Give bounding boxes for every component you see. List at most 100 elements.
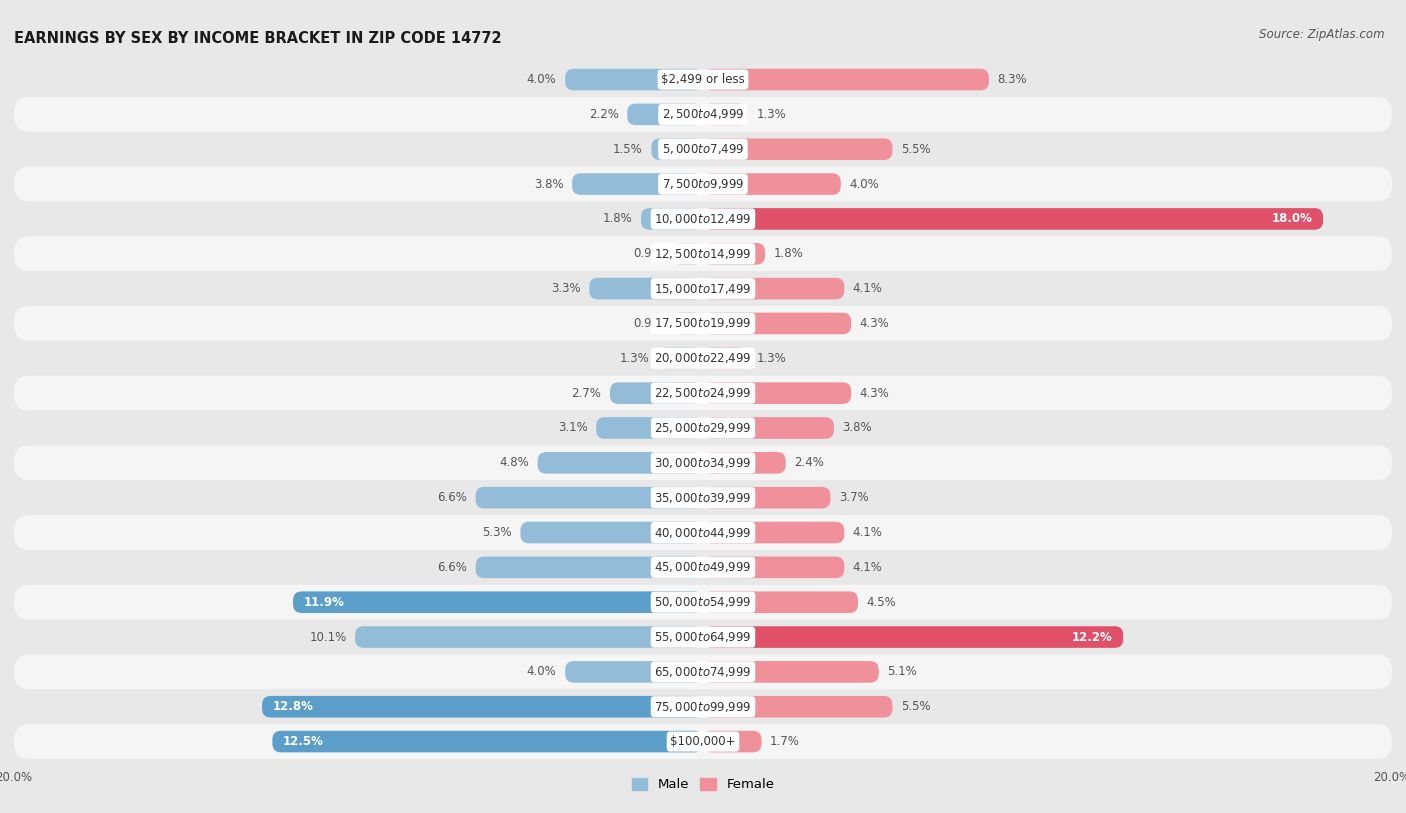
Text: $75,000 to $99,999: $75,000 to $99,999 bbox=[654, 700, 752, 714]
Text: $17,500 to $19,999: $17,500 to $19,999 bbox=[654, 316, 752, 330]
Text: 2.4%: 2.4% bbox=[794, 456, 824, 469]
FancyBboxPatch shape bbox=[565, 661, 703, 683]
Text: 5.5%: 5.5% bbox=[901, 143, 931, 156]
Text: $2,500 to $4,999: $2,500 to $4,999 bbox=[662, 107, 744, 121]
Text: 11.9%: 11.9% bbox=[304, 596, 344, 609]
FancyBboxPatch shape bbox=[703, 522, 844, 543]
FancyBboxPatch shape bbox=[14, 167, 1392, 202]
FancyBboxPatch shape bbox=[703, 626, 1123, 648]
FancyBboxPatch shape bbox=[14, 446, 1392, 480]
Text: 0.9%: 0.9% bbox=[634, 317, 664, 330]
FancyBboxPatch shape bbox=[14, 62, 1392, 97]
FancyBboxPatch shape bbox=[703, 382, 851, 404]
FancyBboxPatch shape bbox=[537, 452, 703, 474]
Legend: Male, Female: Male, Female bbox=[626, 772, 780, 797]
Text: 10.1%: 10.1% bbox=[309, 631, 346, 644]
Text: 12.8%: 12.8% bbox=[273, 700, 314, 713]
FancyBboxPatch shape bbox=[703, 347, 748, 369]
FancyBboxPatch shape bbox=[703, 487, 831, 508]
Text: 1.3%: 1.3% bbox=[756, 108, 786, 121]
Text: 1.3%: 1.3% bbox=[756, 352, 786, 365]
Text: 4.8%: 4.8% bbox=[499, 456, 529, 469]
Text: 2.2%: 2.2% bbox=[589, 108, 619, 121]
Text: 4.0%: 4.0% bbox=[849, 177, 879, 190]
FancyBboxPatch shape bbox=[14, 237, 1392, 272]
Text: 3.7%: 3.7% bbox=[839, 491, 869, 504]
FancyBboxPatch shape bbox=[520, 522, 703, 543]
Text: $10,000 to $12,499: $10,000 to $12,499 bbox=[654, 212, 752, 226]
Text: 4.1%: 4.1% bbox=[853, 526, 883, 539]
FancyBboxPatch shape bbox=[703, 591, 858, 613]
Text: 3.8%: 3.8% bbox=[534, 177, 564, 190]
FancyBboxPatch shape bbox=[610, 382, 703, 404]
FancyBboxPatch shape bbox=[14, 620, 1392, 654]
Text: 1.8%: 1.8% bbox=[603, 212, 633, 225]
Text: 3.1%: 3.1% bbox=[558, 421, 588, 434]
Text: Source: ZipAtlas.com: Source: ZipAtlas.com bbox=[1260, 28, 1385, 41]
FancyBboxPatch shape bbox=[14, 306, 1392, 341]
FancyBboxPatch shape bbox=[475, 557, 703, 578]
FancyBboxPatch shape bbox=[703, 417, 834, 439]
FancyBboxPatch shape bbox=[14, 376, 1392, 411]
FancyBboxPatch shape bbox=[627, 103, 703, 125]
FancyBboxPatch shape bbox=[703, 173, 841, 195]
Text: 1.5%: 1.5% bbox=[613, 143, 643, 156]
Text: 12.5%: 12.5% bbox=[283, 735, 323, 748]
FancyBboxPatch shape bbox=[14, 341, 1392, 376]
Text: $50,000 to $54,999: $50,000 to $54,999 bbox=[654, 595, 752, 609]
Text: 1.3%: 1.3% bbox=[620, 352, 650, 365]
FancyBboxPatch shape bbox=[14, 515, 1392, 550]
FancyBboxPatch shape bbox=[672, 313, 703, 334]
Text: $20,000 to $22,499: $20,000 to $22,499 bbox=[654, 351, 752, 365]
FancyBboxPatch shape bbox=[14, 585, 1392, 620]
FancyBboxPatch shape bbox=[14, 480, 1392, 515]
FancyBboxPatch shape bbox=[641, 208, 703, 230]
FancyBboxPatch shape bbox=[672, 243, 703, 264]
Text: $35,000 to $39,999: $35,000 to $39,999 bbox=[654, 491, 752, 505]
Text: $22,500 to $24,999: $22,500 to $24,999 bbox=[654, 386, 752, 400]
FancyBboxPatch shape bbox=[596, 417, 703, 439]
Text: 2.7%: 2.7% bbox=[571, 387, 602, 400]
FancyBboxPatch shape bbox=[703, 313, 851, 334]
Text: 1.7%: 1.7% bbox=[770, 735, 800, 748]
Text: $40,000 to $44,999: $40,000 to $44,999 bbox=[654, 525, 752, 540]
Text: 5.3%: 5.3% bbox=[482, 526, 512, 539]
FancyBboxPatch shape bbox=[589, 278, 703, 299]
FancyBboxPatch shape bbox=[356, 626, 703, 648]
FancyBboxPatch shape bbox=[14, 689, 1392, 724]
FancyBboxPatch shape bbox=[658, 347, 703, 369]
FancyBboxPatch shape bbox=[14, 550, 1392, 585]
Text: $55,000 to $64,999: $55,000 to $64,999 bbox=[654, 630, 752, 644]
Text: 1.8%: 1.8% bbox=[773, 247, 803, 260]
Text: $15,000 to $17,499: $15,000 to $17,499 bbox=[654, 281, 752, 296]
Text: $7,500 to $9,999: $7,500 to $9,999 bbox=[662, 177, 744, 191]
FancyBboxPatch shape bbox=[262, 696, 703, 718]
FancyBboxPatch shape bbox=[703, 696, 893, 718]
FancyBboxPatch shape bbox=[703, 661, 879, 683]
Text: 3.3%: 3.3% bbox=[551, 282, 581, 295]
Text: $12,500 to $14,999: $12,500 to $14,999 bbox=[654, 247, 752, 261]
Text: $65,000 to $74,999: $65,000 to $74,999 bbox=[654, 665, 752, 679]
FancyBboxPatch shape bbox=[703, 731, 762, 752]
FancyBboxPatch shape bbox=[572, 173, 703, 195]
Text: $30,000 to $34,999: $30,000 to $34,999 bbox=[654, 456, 752, 470]
Text: $45,000 to $49,999: $45,000 to $49,999 bbox=[654, 560, 752, 574]
Text: $2,499 or less: $2,499 or less bbox=[661, 73, 745, 86]
FancyBboxPatch shape bbox=[703, 557, 844, 578]
FancyBboxPatch shape bbox=[703, 452, 786, 474]
FancyBboxPatch shape bbox=[703, 103, 748, 125]
Text: 4.5%: 4.5% bbox=[866, 596, 897, 609]
Text: 8.3%: 8.3% bbox=[997, 73, 1028, 86]
Text: 18.0%: 18.0% bbox=[1272, 212, 1313, 225]
Text: 4.0%: 4.0% bbox=[527, 665, 557, 678]
FancyBboxPatch shape bbox=[14, 97, 1392, 132]
Text: 6.6%: 6.6% bbox=[437, 491, 467, 504]
Text: 4.3%: 4.3% bbox=[859, 317, 890, 330]
Text: $100,000+: $100,000+ bbox=[671, 735, 735, 748]
FancyBboxPatch shape bbox=[703, 278, 844, 299]
FancyBboxPatch shape bbox=[292, 591, 703, 613]
Text: 4.1%: 4.1% bbox=[853, 561, 883, 574]
FancyBboxPatch shape bbox=[565, 69, 703, 90]
Text: 12.2%: 12.2% bbox=[1073, 631, 1114, 644]
FancyBboxPatch shape bbox=[14, 654, 1392, 689]
